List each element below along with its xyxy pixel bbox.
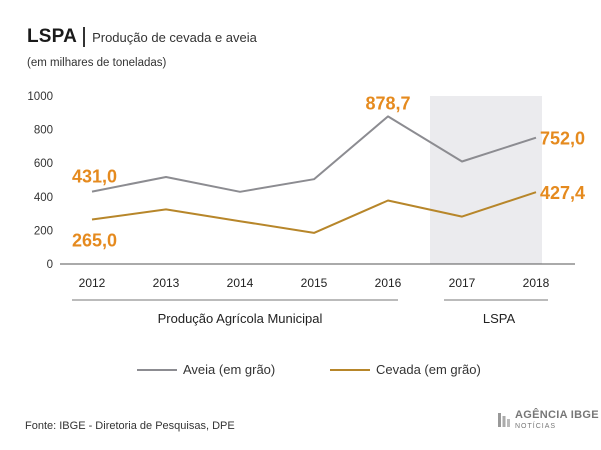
x-tick-label: 2012 (79, 276, 106, 290)
legend-label-aveia: Aveia (em grão) (183, 362, 276, 377)
y-tick-label: 1000 (27, 91, 53, 103)
legend-item-aveia: Aveia (em grão) (137, 362, 275, 377)
series-line-aveia (91, 115, 537, 193)
series-line-cevada (91, 191, 537, 234)
chart-header: LSPA Produção de cevada e aveia (27, 26, 257, 48)
data-labels: 431,0 265,0 878,7 752,0 427,4 (72, 93, 585, 250)
data-label: 752,0 (540, 129, 585, 149)
data-label: 878,7 (365, 93, 410, 113)
y-tick-label: 400 (34, 192, 53, 204)
y-tick-label: 800 (34, 125, 53, 137)
unit-label: (em milhares de toneladas) (27, 57, 167, 69)
x-tick-label: 2015 (301, 276, 328, 290)
data-label: 265,0 (72, 230, 117, 250)
x-axis: 2012 2013 2014 2015 2016 2017 2018 (79, 276, 550, 290)
lspa-shaded-region (430, 96, 542, 264)
data-label: 431,0 (72, 167, 117, 187)
logo-sub-text: NOTÍCIAS (515, 423, 557, 430)
series-lines (91, 115, 537, 234)
group-labels: Produção Agrícola Municipal LSPA (72, 299, 548, 326)
title-separator (83, 27, 86, 47)
legend-swatch-aveia (137, 368, 177, 371)
x-tick-label: 2016 (375, 276, 402, 290)
y-tick-label: 0 (47, 259, 53, 271)
x-tick-label: 2014 (227, 276, 254, 290)
logo-main-text: AGÊNCIA IBGE (515, 409, 599, 421)
source-note: Fonte: IBGE - Diretoria de Pesquisas, DP… (25, 420, 235, 432)
y-tick-label: 600 (34, 158, 53, 170)
data-label: 427,4 (540, 183, 585, 203)
legend-swatch-cevada (330, 368, 370, 371)
group-label: Produção Agrícola Municipal (158, 311, 323, 326)
group-label: LSPA (483, 311, 516, 326)
legend-label-cevada: Cevada (em grão) (376, 362, 481, 377)
logo-icon (498, 413, 510, 427)
x-tick-label: 2017 (449, 276, 476, 290)
x-tick-label: 2018 (523, 276, 550, 290)
legend-item-cevada: Cevada (em grão) (330, 362, 481, 377)
x-tick-label: 2013 (153, 276, 180, 290)
y-tick-label: 200 (34, 225, 53, 237)
agency-logo: AGÊNCIA IBGE NOTÍCIAS (497, 410, 599, 430)
y-axis: 0 200 400 600 800 1000 (27, 91, 53, 271)
chart-subtitle: Produção de cevada e aveia (92, 29, 257, 45)
chart-title: LSPA (27, 26, 78, 47)
